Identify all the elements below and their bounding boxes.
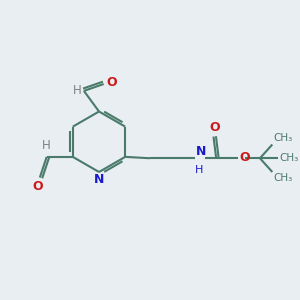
Text: H: H	[195, 165, 203, 175]
Text: CH₃: CH₃	[279, 153, 298, 163]
Text: CH₃: CH₃	[274, 173, 293, 183]
Text: CH₃: CH₃	[274, 133, 293, 143]
Text: H: H	[42, 139, 51, 152]
Text: O: O	[240, 151, 250, 164]
Text: N: N	[196, 145, 206, 158]
Text: H: H	[72, 84, 81, 98]
Text: N: N	[94, 173, 104, 186]
Text: O: O	[209, 121, 220, 134]
Text: O: O	[32, 180, 43, 193]
Text: O: O	[106, 76, 116, 89]
